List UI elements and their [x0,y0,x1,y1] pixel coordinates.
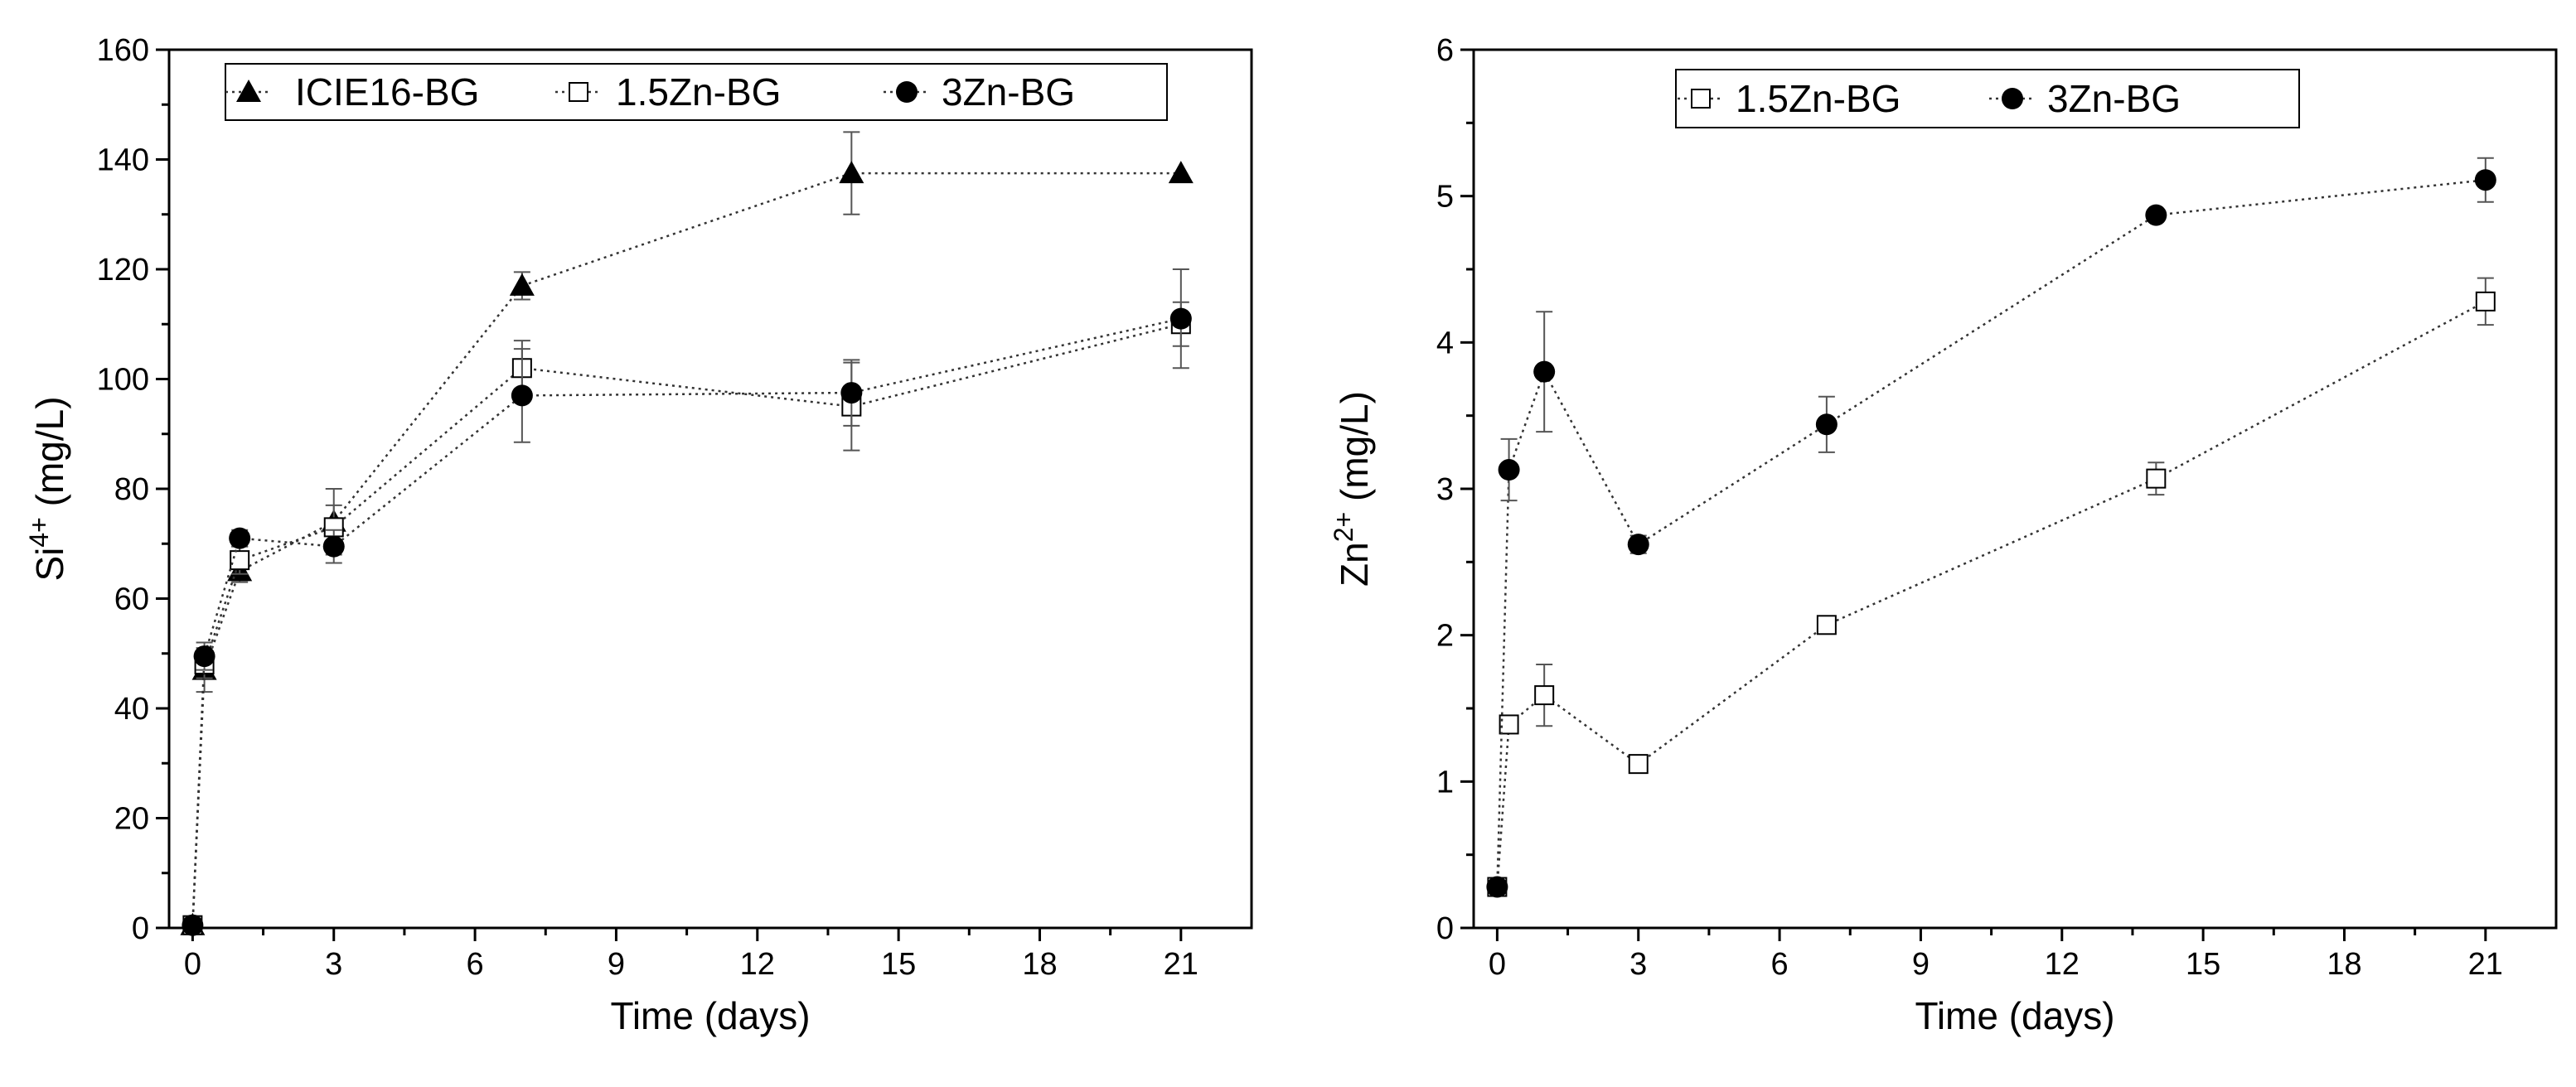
x-tick-label: 15 [2186,947,2220,982]
si-chart-panel: 0 3 6 9 12 15 18 21 0 20 40 60 80 100 120 140 160 Time (d… [24,33,1253,1037]
data-point-ICIE16-BG [509,273,535,296]
x-tick-label: 18 [1022,947,1057,982]
y-tick-label: 20 [114,802,149,837]
y-tick-label: 140 [97,143,149,178]
x-tick-label: 0 [184,947,201,982]
y-tick-label: 4 [1436,326,1454,360]
y-axis-title: Zn2+ (mg/L) [1329,391,1376,587]
data-point-1.5Zn-BG [2146,468,2167,489]
legend-marker [896,81,918,103]
legend-marker [1691,89,1711,109]
x-axis-title: Time (days) [1915,994,2114,1037]
x-tick-label: 21 [2468,947,2503,982]
data-point-1.5Zn-BG [1628,754,1649,775]
data-point-3Zn-BG [1169,307,1192,330]
x-tick-label: 12 [740,947,775,982]
legend-marker [569,82,588,102]
x-axis-title: Time (days) [610,994,810,1037]
data-point-3Zn-BG [2145,204,2167,226]
data-point-3Zn-BG [182,914,204,936]
legend-label: 3Zn-BG [942,70,1075,114]
data-point-3Zn-BG [193,645,215,668]
y-tick-label: 80 [114,472,149,507]
x-tick-label: 9 [608,947,625,982]
x-tick-label: 6 [467,947,484,982]
x-tick-label: 18 [2327,947,2361,982]
y-tick-label: 120 [97,253,149,287]
plot-frame [1472,48,2558,930]
series-line-3Zn-BG [1496,178,2486,887]
x-tick-label: 0 [1489,947,1506,982]
x-tick-label: 12 [2045,947,2080,982]
data-point-ICIE16-BG [839,161,864,184]
y-tick-label: 0 [132,911,149,946]
data-point-1.5Zn-BG [1534,685,1555,706]
data-point-3Zn-BG [322,535,345,558]
data-point-1.5Zn-BG [1499,714,1519,735]
y-tick-label: 160 [97,33,149,68]
x-tick-label: 3 [1629,947,1647,982]
legend-marker [2002,88,2023,109]
x-tick-label: 6 [1771,947,1789,982]
x-tick-label: 21 [1164,947,1198,982]
legend-label: 1.5Zn-BG [1736,77,1901,120]
y-axis-title: Si4+ (mg/L) [24,396,71,581]
y-tick-label: 5 [1436,180,1454,215]
data-point-3Zn-BG [1815,413,1838,436]
x-tick-label: 3 [325,947,342,982]
data-point-1.5Zn-BG [230,550,250,571]
data-point-1.5Zn-BG [1816,615,1837,635]
data-point-3Zn-BG [1533,360,1556,383]
data-point-3Zn-BG [511,384,533,407]
y-tick-label: 6 [1436,33,1454,68]
data-point-3Zn-BG [840,382,863,404]
data-point-3Zn-BG [2474,169,2496,191]
y-tick-label: 1 [1436,765,1454,800]
legend-marker [236,80,261,102]
y-tick-label: 100 [97,363,149,398]
x-tick-label: 9 [1912,947,1930,982]
legend-label: 1.5Zn-BG [616,70,781,114]
series-line-3Zn-BG [191,317,1182,925]
data-point-1.5Zn-BG [2475,291,2496,312]
legend-box [1675,69,2300,128]
y-tick-label: 60 [114,582,149,617]
series-line-1.5Zn-BG [191,323,1182,925]
y-tick-label: 2 [1436,619,1454,654]
data-point-ICIE16-BG [1168,161,1194,184]
data-point-3Zn-BG [1486,876,1508,898]
data-point-3Zn-BG [1627,534,1649,556]
y-tick-label: 3 [1436,472,1454,507]
legend-label: 3Zn-BG [2047,77,2181,120]
y-tick-label: 0 [1436,911,1454,946]
data-point-3Zn-BG [229,527,251,549]
series-line-1.5Zn-BG [1496,300,2486,887]
data-point-3Zn-BG [1498,459,1520,481]
legend-label: ICIE16-BG [295,70,479,114]
x-tick-label: 15 [881,947,916,982]
y-tick-label: 40 [114,692,149,727]
